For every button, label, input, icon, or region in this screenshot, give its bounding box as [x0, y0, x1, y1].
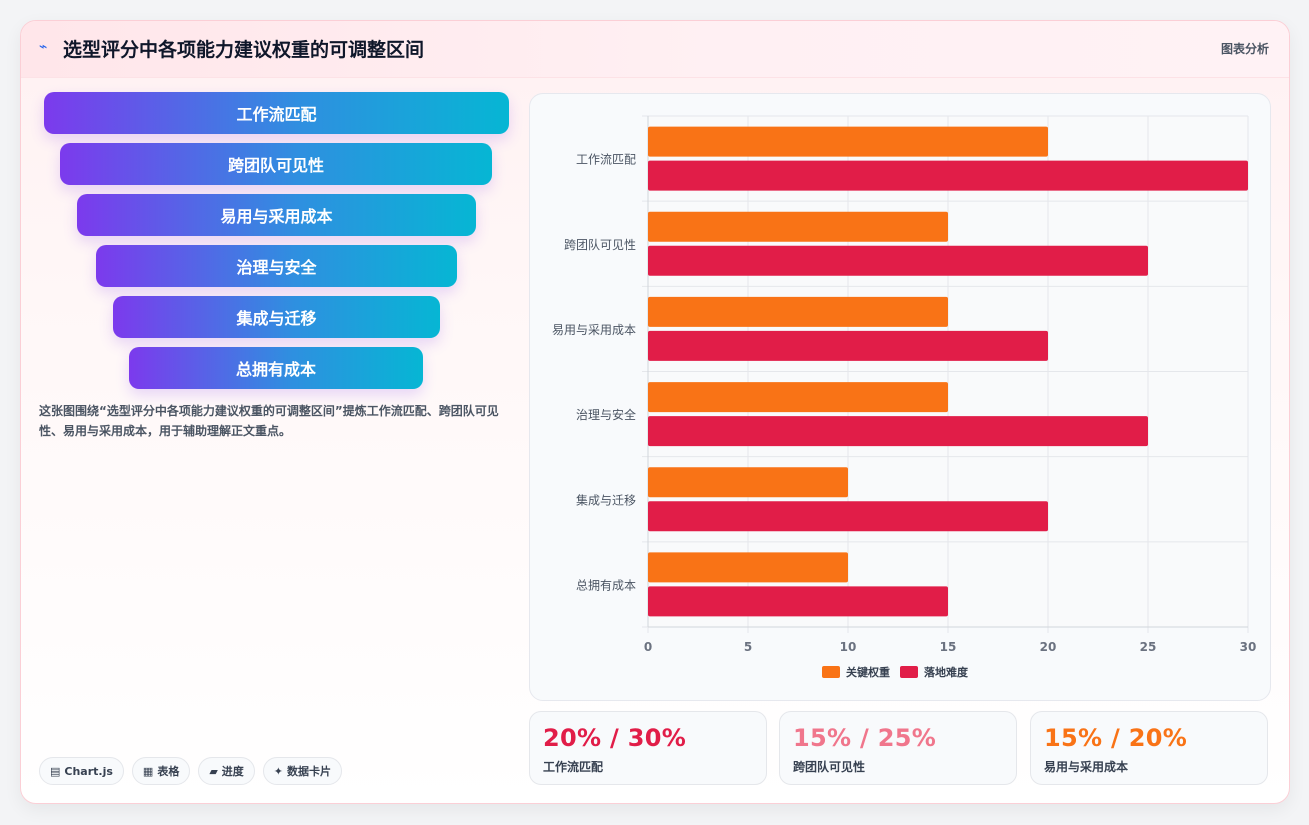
funnel-step-workflow-match: 工作流匹配	[44, 92, 509, 134]
funnel-step-label: 易用与采用成本	[220, 207, 333, 226]
chart-icon: ▤	[50, 764, 61, 778]
x-tick-label: 30	[1240, 640, 1257, 654]
bar-chart: 0 5 10 15 20 25 30 工作流匹配跨团队可见性易用与采用成本治理与安全集成与迁移…	[552, 115, 1257, 654]
tag-label: Chart.js	[64, 764, 113, 778]
bar-difficulty	[648, 330, 1048, 361]
bar-difficulty	[648, 245, 1148, 276]
chart-legend: 关键权重 落地难度	[822, 664, 968, 680]
funnel-step-cross-team-visibility: 跨团队可见性	[60, 143, 492, 185]
bar-difficulty	[648, 160, 1248, 191]
stat-card-visibility: 15% / 25% 跨团队可见性	[779, 711, 1017, 785]
bar-difficulty	[648, 416, 1148, 447]
funnel-step-integration-migration: 集成与迁移	[113, 296, 440, 338]
tag-label: 进度	[221, 765, 244, 778]
tag-table[interactable]: ▦ 表格	[131, 757, 191, 785]
funnel-step-label: 总拥有成本	[235, 360, 316, 379]
tag-label: 表格	[157, 765, 180, 778]
y-category-label: 易用与采用成本	[552, 323, 636, 337]
legend-swatch	[822, 666, 840, 678]
header-bar: ⌁ 选型评分中各项能力建议权重的可调整区间 图表分析	[21, 21, 1289, 78]
x-tick-label: 10	[840, 640, 857, 654]
x-tick-label: 15	[940, 640, 957, 654]
bar-key-weight	[648, 552, 848, 583]
chart-pulse-icon: ⌁	[39, 39, 48, 55]
tag-list: ▤ Chart.js ▦ 表格 ▰ 进度 ✦ 数据卡片	[39, 757, 343, 785]
legend-label: 关键权重	[846, 666, 890, 679]
legend-label: 落地难度	[924, 666, 968, 679]
bar-key-weight	[648, 467, 848, 498]
y-category-label: 工作流匹配	[576, 153, 636, 167]
chart-analysis-label: 图表分析	[1220, 42, 1269, 56]
funnel-description: 这张图围绕“选型评分中各项能力建议权重的可调整区间”提炼工作流匹配、跨团队可见性…	[39, 404, 499, 438]
bar-key-weight	[648, 126, 1048, 157]
y-category-label: 治理与安全	[576, 407, 636, 422]
x-tick-label: 5	[744, 640, 752, 654]
bar-difficulty	[648, 586, 948, 617]
page-title: 选型评分中各项能力建议权重的可调整区间	[63, 39, 425, 61]
table-icon: ▦	[142, 764, 154, 778]
tag-chartjs[interactable]: ▤ Chart.js	[39, 757, 124, 785]
stat-value: 15% / 20%	[1044, 724, 1188, 752]
bar-key-weight	[648, 382, 948, 413]
funnel-step-label: 集成与迁移	[236, 309, 317, 328]
legend-item-difficulty[interactable]: 落地难度	[900, 664, 968, 680]
funnel-step-governance-security: 治理与安全	[96, 245, 457, 287]
stat-label: 跨团队可见性	[793, 760, 866, 774]
stat-value: 15% / 25%	[793, 724, 937, 752]
bar-key-weight	[648, 211, 948, 242]
funnel-step-label: 跨团队可见性	[227, 156, 324, 175]
chart-panel: 0 5 10 15 20 25 30 工作流匹配跨团队可见性易用与采用成本治理与安全集成与迁移…	[529, 93, 1271, 701]
y-category-label: 总拥有成本	[576, 578, 636, 592]
x-tick-label: 25	[1140, 640, 1157, 654]
bar-difficulty	[648, 501, 1048, 532]
main-card: ⌁ 选型评分中各项能力建议权重的可调整区间 图表分析 工作流匹配 跨团队可见性 …	[20, 20, 1290, 804]
sparkle-icon: ✦	[273, 764, 284, 778]
stat-value: 20% / 30%	[543, 724, 687, 752]
funnel-step-label: 治理与安全	[236, 258, 317, 277]
progress-icon: ▰	[209, 764, 218, 778]
legend-swatch	[900, 666, 918, 678]
stat-label: 工作流匹配	[543, 760, 604, 774]
funnel-step-label: 工作流匹配	[236, 105, 317, 124]
stat-label: 易用与采用成本	[1044, 760, 1129, 774]
funnel-step-usability-cost: 易用与采用成本	[77, 194, 476, 236]
stat-card-usability: 15% / 20% 易用与采用成本	[1030, 711, 1268, 785]
y-category-label: 集成与迁移	[576, 492, 636, 507]
legend-item-key-weight[interactable]: 关键权重	[822, 664, 890, 680]
tag-progress[interactable]: ▰ 进度	[198, 757, 255, 785]
tag-label: 数据卡片	[287, 765, 332, 778]
x-tick-label: 20	[1040, 640, 1057, 654]
x-tick-label: 0	[644, 640, 652, 654]
funnel-step-total-cost: 总拥有成本	[129, 347, 423, 389]
tag-data-card[interactable]: ✦ 数据卡片	[262, 757, 343, 785]
y-category-label: 跨团队可见性	[564, 237, 636, 252]
stat-card-workflow: 20% / 30% 工作流匹配	[529, 711, 767, 785]
bar-key-weight	[648, 296, 948, 327]
